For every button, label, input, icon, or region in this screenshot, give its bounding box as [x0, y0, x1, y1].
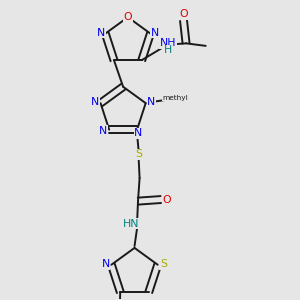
Text: S: S	[135, 149, 142, 159]
Text: N: N	[134, 128, 142, 139]
Text: O: O	[163, 194, 171, 205]
Text: N: N	[147, 97, 155, 107]
Text: NH: NH	[160, 38, 176, 48]
Text: O: O	[179, 9, 188, 19]
Text: N: N	[97, 28, 105, 38]
Text: S: S	[160, 259, 167, 269]
Text: N: N	[91, 97, 99, 107]
Text: HN: HN	[123, 219, 140, 229]
Text: H: H	[164, 45, 172, 55]
Text: O: O	[124, 12, 132, 22]
Text: N: N	[102, 259, 110, 269]
Text: methyl: methyl	[162, 95, 188, 101]
Text: N: N	[99, 126, 108, 136]
Text: N: N	[151, 28, 159, 38]
